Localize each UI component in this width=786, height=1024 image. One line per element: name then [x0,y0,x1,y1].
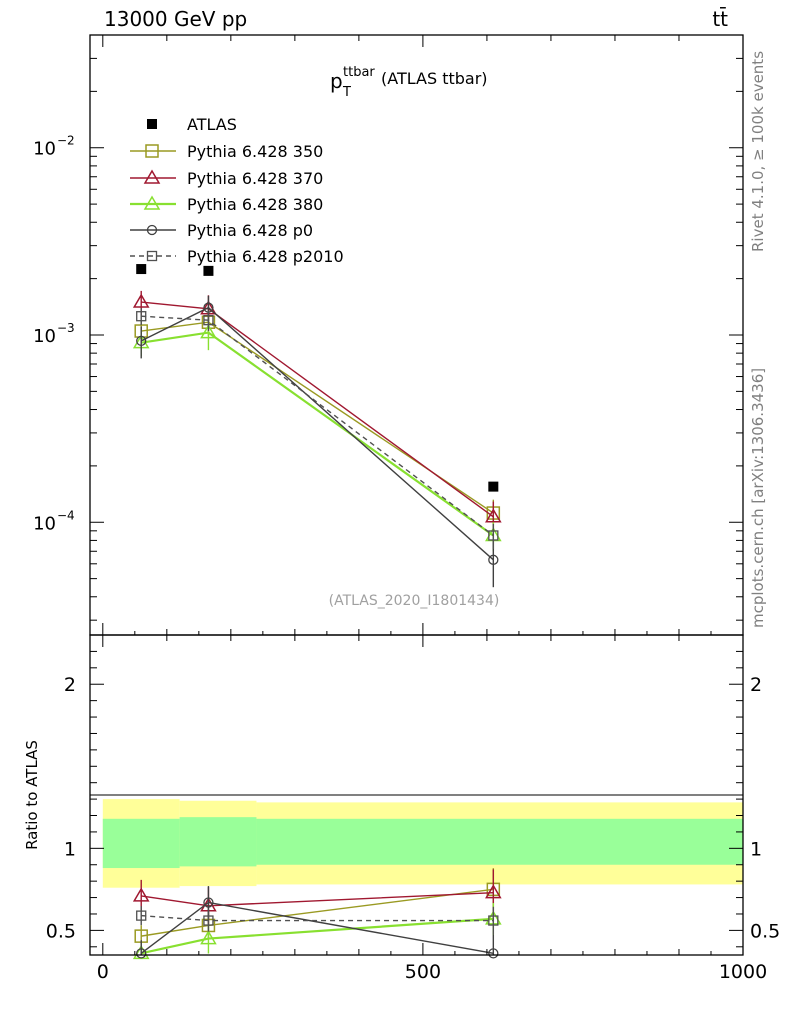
header-process-label: tt̄ [712,6,728,31]
y-tick-exponent: −2 [57,134,75,148]
rivet-version-label: Rivet 4.1.0, ≥ 100k events [749,51,767,252]
ratio-line [140,917,494,955]
band-inner-bin-1 [179,817,257,867]
legend-marker [146,224,158,236]
series-line [141,321,494,514]
data-point [136,311,147,322]
ratio-uncertainty-bands [102,799,743,888]
x-tick-label: 500 [405,961,441,983]
series-line [141,315,494,537]
y-tick-label-ratio-left: 1 [64,838,76,860]
main-plot-area [132,264,502,588]
legend: ATLAS Pythia 6.428 350 Pythia 6.428 370 Pyt… [130,115,344,266]
legend-marker-atlas [147,119,157,129]
series-line [140,306,494,561]
y-tick-label-ratio-left: 2 [64,674,76,696]
y-tick-label-ratio-right: 0.5 [750,920,780,942]
x-tick-label: 1000 [719,961,767,983]
legend-label: Pythia 6.428 p0 [187,221,313,240]
atlas-point [488,481,499,492]
x-tick-label: 0 [97,961,109,983]
series-line [141,331,494,537]
legend-label: Pythia 6.428 p2010 [187,247,344,266]
ratio-point [488,948,499,959]
title-rest: (ATLAS ttbar) [381,69,488,88]
ratio-point [485,884,502,899]
legend-marker [145,144,159,158]
ratio-panel-frame [89,634,744,956]
analysis-watermark: (ATLAS_2020_I1801434) [329,593,500,609]
data-point [132,293,150,308]
y-tick-mantissa: 10 [33,326,56,347]
ratio-plot-area [132,868,502,960]
y-tick-exponent: −4 [57,508,75,522]
mcplots-label: mcplots.cern.ch [arXiv:1306.3436] [749,368,767,628]
data-point [488,554,499,565]
atlas-data [136,264,499,492]
y-tick-label-main: 10 −2 [33,134,75,160]
legend-marker [143,169,161,184]
y-tick-label-ratio-right: 1 [750,838,762,860]
ratio-y-axis-label: Ratio to ATLAS [23,740,41,850]
atlas-point [203,265,214,276]
title-subscript: T [342,85,351,100]
atlas-point [136,264,147,275]
legend-marker [146,250,158,262]
header-energy-label: 13000 GeV pp [104,7,247,31]
y-tick-label-main: 10 −3 [33,321,75,347]
data-point [485,508,502,523]
data-point [203,315,214,326]
data-point [200,324,217,339]
title-superscript: ttbar [343,65,375,80]
band-inner-bin-0 [102,818,180,869]
plot-title: p ttbar T (ATLAS ttbar) [330,65,488,100]
y-tick-label-ratio-right: 2 [750,674,762,696]
ratio-line [141,891,494,907]
series-4 [136,308,499,549]
ratio-point [136,910,147,921]
data-point [488,530,499,541]
y-tick-label-ratio-left: 0.5 [46,920,76,942]
title-main: p [330,69,343,93]
ratio-point [488,915,499,926]
data-point [136,335,147,347]
ratio-series-4 [136,906,499,935]
ratio-line [141,914,494,922]
series-2 [132,318,502,552]
y-tick-mantissa: 10 [33,139,56,160]
legend-label: Pythia 6.428 370 [187,169,323,188]
ratio-point [200,930,217,945]
series-3 [136,295,499,588]
ratio-point [203,915,214,926]
ratio-point [132,887,150,902]
ratio-point [203,897,214,908]
y-tick-mantissa: 10 [33,513,56,534]
ratio-point [136,948,147,959]
legend-label-atlas: ATLAS [187,115,237,134]
series-0 [134,310,501,530]
band-inner-bin-2 [256,818,743,865]
y-tick-exponent: −3 [57,321,75,335]
legend-marker [143,195,161,210]
legend-label: Pythia 6.428 350 [187,142,323,161]
legend-label: Pythia 6.428 380 [187,195,323,214]
y-tick-label-main: 10 −4 [33,508,75,534]
